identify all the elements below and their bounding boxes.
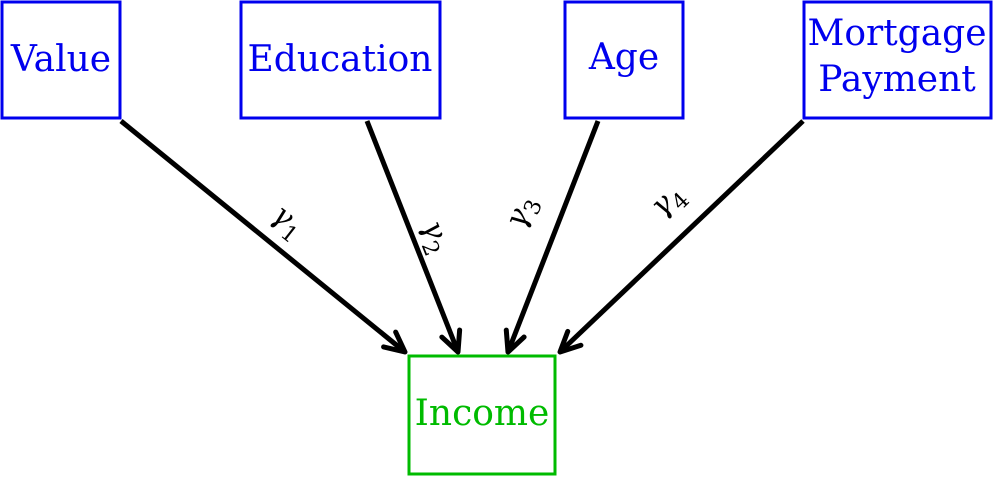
node-income: Income [407,354,557,476]
edge-value-to-income: γ1 [119,119,408,355]
node-value: Value [0,0,122,120]
arrowhead-icon [381,329,408,355]
edge-line-education [364,120,461,353]
edge-age-to-income: γ3 [498,120,601,355]
edge-line-age [505,120,601,353]
node-mortgage-label-line2: Payment [818,59,976,100]
node-education-label: Education [248,39,433,80]
arrowhead-icon [503,327,527,355]
node-income-label: Income [415,393,550,434]
arrowhead-icon [557,328,584,355]
node-education: Education [239,0,442,120]
edge-label-mortgage: γ4 [643,176,694,228]
edges-layer: γ1 γ2 γ3 γ4 [119,119,805,355]
edge-label-age: γ3 [498,190,548,235]
edge-mortgage-to-income: γ4 [557,119,805,355]
edge-line-value [119,119,407,354]
node-value-label: Value [10,39,111,80]
node-mortgage-payment: Mortgage Payment [802,0,993,120]
node-age-label: Age [588,37,659,78]
edge-line-mortgage [558,119,805,354]
node-mortgage-label-line1: Mortgage [807,13,986,54]
edge-education-to-income: γ2 [364,120,463,355]
arrowhead-icon [439,327,463,355]
node-age: Age [563,0,685,120]
